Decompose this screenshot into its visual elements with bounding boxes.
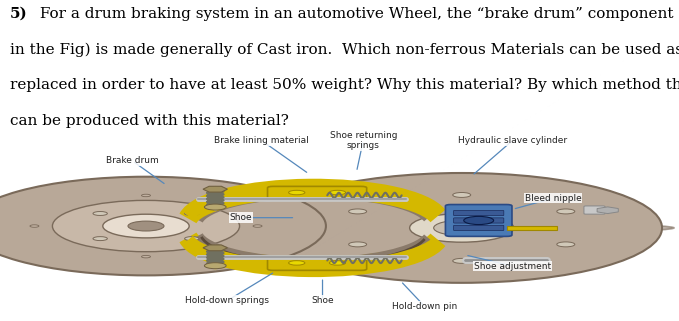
FancyBboxPatch shape — [268, 256, 367, 270]
Circle shape — [464, 216, 494, 225]
Text: Shoe: Shoe — [230, 213, 253, 222]
Circle shape — [348, 209, 367, 214]
Circle shape — [289, 261, 305, 265]
Circle shape — [52, 200, 240, 252]
Text: For a drum braking system in an automotive Wheel, the “brake drum” component (le: For a drum braking system in an automoti… — [35, 6, 679, 21]
Circle shape — [453, 193, 471, 197]
Circle shape — [557, 209, 575, 214]
FancyBboxPatch shape — [454, 210, 504, 216]
Circle shape — [434, 220, 490, 236]
Text: Shoe: Shoe — [311, 296, 334, 305]
FancyBboxPatch shape — [268, 187, 367, 201]
Circle shape — [329, 190, 346, 195]
Ellipse shape — [0, 216, 335, 225]
Text: Brake drum: Brake drum — [106, 156, 159, 165]
Circle shape — [93, 212, 107, 215]
Circle shape — [185, 237, 199, 240]
Circle shape — [30, 225, 39, 227]
Text: Brake lining material: Brake lining material — [214, 136, 309, 145]
Circle shape — [141, 194, 151, 197]
Circle shape — [141, 256, 151, 258]
Circle shape — [409, 214, 514, 242]
FancyBboxPatch shape — [454, 218, 504, 223]
Circle shape — [103, 214, 189, 238]
Circle shape — [185, 212, 199, 215]
Text: Shoe returning
springs: Shoe returning springs — [329, 131, 397, 150]
Circle shape — [261, 173, 662, 283]
FancyBboxPatch shape — [454, 225, 504, 230]
Text: Hold-down pin: Hold-down pin — [392, 302, 457, 311]
Circle shape — [0, 177, 326, 275]
Circle shape — [204, 263, 226, 269]
Circle shape — [453, 258, 471, 263]
Circle shape — [348, 242, 367, 247]
Circle shape — [329, 261, 346, 265]
Circle shape — [128, 221, 164, 231]
FancyBboxPatch shape — [507, 226, 557, 230]
Text: in the Fig) is made generally of Cast iron.  Which non-ferrous Materials can be : in the Fig) is made generally of Cast ir… — [10, 42, 679, 56]
FancyBboxPatch shape — [445, 204, 512, 236]
Text: 5): 5) — [10, 6, 28, 21]
Circle shape — [557, 242, 575, 247]
Circle shape — [93, 237, 107, 240]
Text: Bleed nipple: Bleed nipple — [525, 194, 582, 203]
Circle shape — [289, 190, 305, 195]
Text: Hydraulic slave cylinder: Hydraulic slave cylinder — [458, 136, 567, 145]
Circle shape — [253, 225, 262, 227]
Circle shape — [204, 204, 226, 210]
FancyBboxPatch shape — [584, 206, 605, 214]
Text: Hold-down springs: Hold-down springs — [185, 296, 270, 305]
Text: Shoe adjustment: Shoe adjustment — [474, 262, 551, 271]
Text: can be produced with this material?: can be produced with this material? — [10, 114, 289, 128]
Text: replaced in order to have at least 50% weight? Why this material? By which metho: replaced in order to have at least 50% w… — [10, 78, 679, 92]
Ellipse shape — [249, 222, 674, 233]
